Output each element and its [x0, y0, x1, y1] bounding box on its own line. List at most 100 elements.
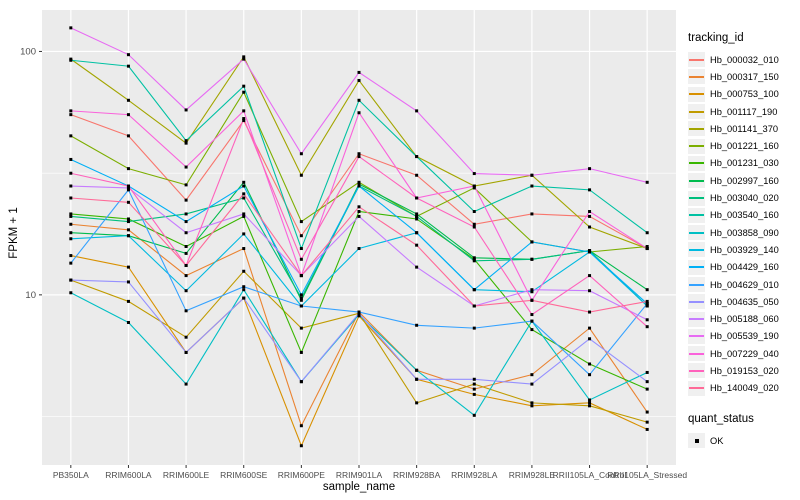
legend-line-icon	[689, 162, 704, 165]
data-point	[126, 200, 130, 204]
legend-key-swatch	[688, 69, 705, 85]
data-point	[645, 370, 649, 374]
legend-label: Hb_004635_050	[710, 296, 779, 307]
legend-item: Hb_001231_030	[688, 155, 798, 172]
data-point	[357, 184, 361, 188]
data-point	[242, 247, 246, 251]
legend-line-icon	[689, 127, 704, 130]
data-point	[645, 180, 649, 184]
data-point	[530, 240, 534, 244]
data-point	[357, 214, 361, 218]
legend-label: Hb_003929_140	[710, 244, 779, 255]
data-point	[184, 251, 188, 255]
data-point	[530, 319, 534, 323]
data-point	[299, 234, 303, 238]
legend-title-quant-status: quant_status	[688, 412, 754, 425]
data-point	[645, 245, 649, 249]
legend-item: Hb_003929_140	[688, 241, 798, 258]
data-point	[588, 326, 592, 330]
legend-label: Hb_000032_010	[710, 54, 779, 65]
data-point	[415, 377, 419, 381]
legend-line-icon	[689, 58, 704, 61]
data-point	[472, 377, 476, 381]
data-point	[69, 237, 73, 241]
data-point	[357, 210, 361, 214]
data-point	[357, 78, 361, 82]
legend-line-icon	[689, 387, 704, 390]
data-point	[242, 90, 246, 94]
data-point	[357, 70, 361, 74]
data-point	[530, 288, 534, 292]
data-point	[126, 320, 130, 324]
legend: tracking_id Hb_000032_010 Hb_000317_150 Hb…	[688, 32, 798, 449]
data-point	[415, 217, 419, 221]
legend-item: Hb_004429_160	[688, 259, 798, 276]
data-point	[415, 368, 419, 372]
legend-item: Hb_001117_190	[688, 103, 798, 120]
legend-line-icon	[689, 231, 704, 234]
data-point	[645, 427, 649, 431]
data-point	[415, 265, 419, 269]
data-point	[645, 299, 649, 303]
legend-label: Hb_003540_160	[710, 210, 779, 221]
data-point	[69, 157, 73, 161]
data-point	[184, 220, 188, 224]
data-point	[126, 217, 130, 221]
data-point	[645, 302, 649, 306]
data-point	[530, 382, 534, 386]
data-point	[645, 420, 649, 424]
legend-line-icon	[689, 93, 704, 96]
data-point	[299, 296, 303, 300]
data-point	[69, 291, 73, 295]
data-point	[184, 165, 188, 169]
data-point	[357, 311, 361, 315]
data-point	[242, 214, 246, 218]
legend-item: Hb_002997_160	[688, 172, 798, 189]
data-point	[530, 404, 534, 408]
legend-line-icon	[689, 300, 704, 303]
data-point	[69, 184, 73, 188]
x-tick-label: RRIM928LE	[509, 470, 556, 480]
data-point	[530, 173, 534, 177]
data-point	[588, 167, 592, 171]
legend-line-icon	[689, 335, 704, 338]
legend-key-swatch	[688, 328, 705, 344]
data-point	[530, 212, 534, 216]
data-point	[357, 111, 361, 115]
data-point	[588, 214, 592, 218]
data-point	[588, 274, 592, 278]
legend-key-swatch	[688, 138, 705, 154]
legend-key-swatch	[688, 207, 705, 223]
data-point	[472, 413, 476, 417]
legend-key-swatch	[688, 242, 705, 258]
data-point	[184, 309, 188, 313]
data-point	[126, 113, 130, 117]
x-tick-label: RRIM600LA	[105, 470, 152, 480]
y-tick-label: 100	[20, 46, 36, 57]
data-point	[415, 323, 419, 327]
data-point	[472, 186, 476, 190]
data-point	[472, 304, 476, 308]
data-point	[126, 280, 130, 284]
legend-item: Hb_003540_160	[688, 207, 798, 224]
data-point	[242, 117, 246, 121]
data-point	[357, 180, 361, 184]
legend-item: Hb_001221_160	[688, 137, 798, 154]
data-point	[126, 188, 130, 192]
data-point	[588, 362, 592, 366]
data-point	[415, 155, 419, 159]
data-point	[126, 265, 130, 269]
data-point	[184, 335, 188, 339]
x-tick-label: RRII105LA_Control	[553, 470, 627, 480]
data-point	[126, 220, 130, 224]
data-point	[242, 296, 246, 300]
data-point	[588, 250, 592, 254]
data-point	[530, 290, 534, 294]
data-point	[126, 234, 130, 238]
data-point	[299, 350, 303, 354]
legend-line-icon	[689, 318, 704, 321]
legend-label: Hb_004429_160	[710, 262, 779, 273]
legend-item: Hb_000317_150	[688, 68, 798, 85]
data-point	[69, 134, 73, 138]
legend-label: Hb_001221_160	[710, 141, 779, 152]
